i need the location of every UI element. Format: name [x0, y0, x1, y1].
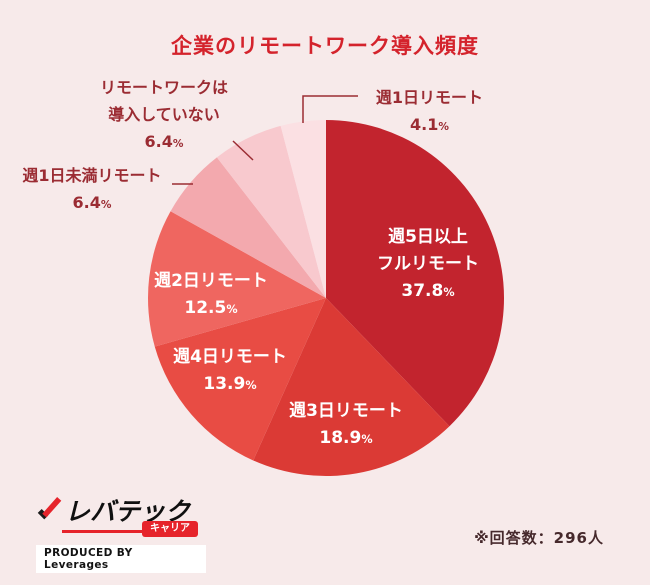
slice-value: 37.8% [353, 278, 503, 306]
percent-sign: % [245, 379, 257, 392]
slice-value: 18.9% [271, 425, 421, 453]
slice-value-number: 6.4 [144, 132, 173, 151]
slice-value: 6.4% [85, 128, 243, 158]
pie-slice-1 [253, 298, 450, 477]
pie-slice-6 [280, 119, 326, 298]
pie-slice-5 [216, 125, 326, 299]
pie-label-full-remote: 週5日以上 フルリモート 37.8% [353, 224, 503, 306]
pie-slices-group [148, 119, 505, 477]
logo-check-icon [37, 497, 62, 520]
logo-badge: キャリア [142, 521, 198, 537]
pie-slice-0 [326, 119, 505, 427]
slice-value: 4.1% [362, 111, 497, 141]
slice-value-number: 4.1 [410, 115, 439, 134]
percent-sign: % [226, 303, 238, 316]
pie-label-under1day: 週1日未満リモート 6.4% [8, 162, 176, 219]
slice-value-number: 12.5 [184, 298, 227, 318]
pie-label-1day: 週1日リモート 4.1% [362, 84, 497, 141]
leader-lines-group [172, 95, 358, 185]
slice-name-line: 週3日リモート [289, 401, 403, 421]
pie-label-3days: 週3日リモート 18.9% [271, 398, 421, 453]
slice-name-line: 週1日未満リモート [22, 166, 162, 185]
percent-sign: % [100, 199, 112, 211]
logo-underline: キャリア [62, 521, 198, 537]
respondents-note: ※回答数：296人 [474, 529, 604, 547]
slice-value: 13.9% [155, 371, 305, 399]
slice-name-line: 週1日リモート [375, 88, 484, 107]
slice-name-line: フルリモート [377, 254, 479, 274]
leader-line-no-remote [232, 140, 254, 161]
slice-value: 12.5% [136, 295, 286, 323]
percent-sign: % [438, 121, 449, 133]
slice-name-line: 導入していない [108, 105, 220, 124]
pie-label-2days: 週2日リモート 12.5% [136, 268, 286, 323]
leader-line-week1 [302, 95, 358, 123]
slice-value-number: 13.9 [203, 374, 246, 394]
levtech-logo: レバテック キャリア PRODUCED BY Leverages [36, 492, 206, 573]
percent-sign: % [361, 433, 373, 446]
slice-name-line: 週5日以上 [388, 227, 468, 247]
percent-sign: % [443, 286, 455, 299]
page-title: 企業のリモートワーク導入頻度 [171, 34, 479, 58]
pie-slice-2 [154, 298, 326, 461]
slice-name-line: 週2日リモート [154, 271, 268, 291]
slice-name-line: リモートワークは [99, 78, 228, 97]
slice-value-number: 18.9 [319, 428, 362, 448]
percent-sign: % [172, 138, 184, 150]
pie-slice-4 [170, 157, 326, 298]
slice-value-number: 6.4 [72, 193, 101, 212]
slice-name-line: 週4日リモート [173, 347, 287, 367]
pie-label-no-remote: リモートワークは 導入していない 6.4% [85, 74, 243, 158]
pie-label-4days: 週4日リモート 13.9% [155, 344, 305, 399]
slice-value-number: 37.8 [401, 281, 444, 301]
slice-value: 6.4% [8, 189, 176, 219]
logo-produced-by: PRODUCED BY Leverages [36, 545, 206, 573]
pie-slice-3 [148, 211, 326, 347]
